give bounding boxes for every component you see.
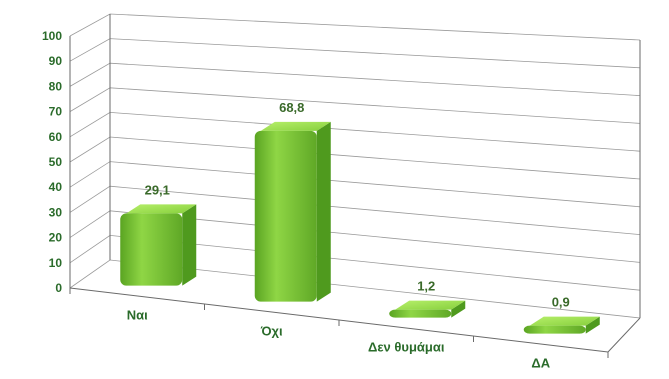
bar-side [451,300,466,318]
bar-front [254,130,317,302]
bar-front [523,325,586,334]
bar-side [316,121,331,302]
y-tick-label: 90 [49,54,63,68]
y-tick-label: 20 [49,231,63,245]
gridline [69,87,641,124]
bar-front [120,213,183,286]
data-label: 0,9 [552,295,570,310]
y-tick-label: 0 [55,281,62,295]
gridline [69,111,641,152]
floor-right-edge [607,317,641,353]
bar [254,121,331,302]
bar-top [395,300,466,310]
data-label: 68,8 [279,100,304,115]
bar [523,316,600,334]
bar [389,300,466,318]
y-axis-ticks: 0 10 20 30 40 50 60 70 80 90 100 [42,29,62,295]
y-tick-label: 60 [49,130,63,144]
data-label: 29,1 [145,182,170,197]
bar-top [126,204,197,214]
y-tick-label: 80 [49,79,63,93]
y-tick-label: 30 [49,205,63,219]
bar-side [182,204,197,286]
y-tick-label: 100 [42,29,62,43]
x-category-label: Δεν θυμάμαι [368,340,445,355]
x-category-label: Ναι [127,308,148,323]
bar-front [389,309,452,318]
data-labels: 29,1 68,8 1,2 0,9 [145,100,570,310]
y-tick-label: 10 [49,256,63,270]
bar-side [585,316,600,334]
x-axis-categories: Ναι Όχι Δεν θυμάμαι ΔΑ [127,308,551,371]
bar-top [260,121,331,131]
x-category-label: ΔΑ [531,356,550,371]
gridline [69,38,641,69]
bar-top [529,316,600,326]
y-tick-label: 50 [49,155,63,169]
axes [69,14,641,358]
y-tick-label: 40 [49,180,63,194]
x-category-label: Όχι [260,324,283,339]
bars [120,121,600,334]
y-tick-label: 70 [49,105,63,119]
data-label: 1,2 [417,279,435,294]
gridline [69,136,641,180]
bar [120,204,197,286]
gridline [69,13,641,41]
